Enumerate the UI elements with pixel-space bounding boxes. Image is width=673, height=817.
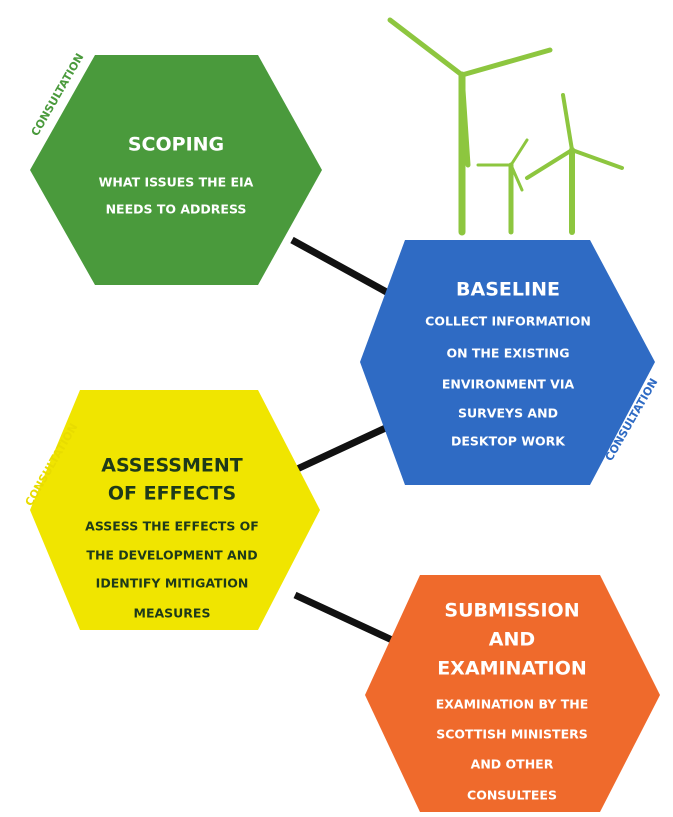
connectors (292, 240, 392, 640)
node-description: WHAT ISSUES THE EIA (99, 175, 254, 190)
node-description: EXAMINATION BY THE (436, 697, 589, 712)
node-description: ASSESS THE EFFECTS OF (85, 519, 259, 534)
node-title: OF EFFECTS (108, 483, 236, 505)
node-title: AND (489, 629, 535, 651)
node-description: NEEDS TO ADDRESS (106, 202, 247, 217)
node-description: MEASURES (134, 606, 211, 621)
node-description: ON THE EXISTING (446, 346, 569, 361)
node-description: SCOTTISH MINISTERS (436, 727, 588, 742)
node-title: EXAMINATION (437, 658, 587, 680)
node-title: SCOPING (128, 134, 224, 156)
node-description: COLLECT INFORMATION (425, 314, 591, 329)
node-description: DESKTOP WORK (451, 434, 566, 449)
node-description: IDENTIFY MITIGATION (96, 576, 249, 591)
node-description: SURVEYS AND (458, 406, 558, 421)
diagram: SCOPING WHAT ISSUES THE EIA NEEDS TO ADD… (0, 0, 673, 817)
node-title: ASSESSMENT (101, 455, 243, 477)
node-title: BASELINE (456, 279, 560, 301)
node-description: THE DEVELOPMENT AND (86, 548, 257, 563)
node-description: AND OTHER (471, 757, 554, 772)
node-description: CONSULTEES (467, 788, 557, 803)
hexagon-scoping (30, 55, 322, 285)
node-title: SUBMISSION (444, 600, 579, 622)
node-description: ENVIRONMENT VIA (442, 377, 575, 392)
wind-turbines (390, 20, 622, 232)
